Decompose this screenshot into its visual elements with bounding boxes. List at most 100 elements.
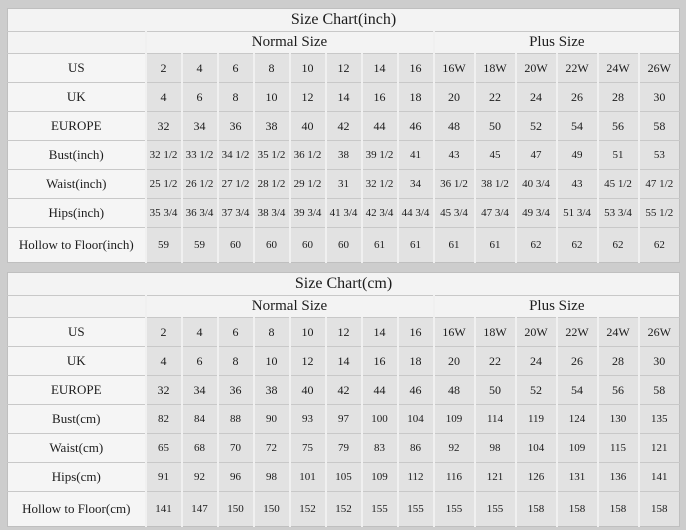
- value-cell: 14: [324, 82, 362, 112]
- row-label-cell: Hips(inch): [7, 198, 146, 228]
- value-cell: 135: [637, 404, 680, 434]
- value-cell: 4: [180, 53, 218, 83]
- value-cell: 49 3/4: [514, 198, 557, 228]
- header-spacer-cell: [7, 295, 146, 318]
- value-cell: 56: [596, 375, 639, 405]
- value-cell: 12: [288, 346, 326, 376]
- value-cell: 51 3/4: [555, 198, 598, 228]
- header-row: Normal Size Plus Size: [7, 31, 680, 54]
- value-cell: 109: [555, 433, 598, 463]
- value-cell: 119: [514, 404, 557, 434]
- row-label-cell: EUROPE: [7, 375, 146, 405]
- value-cell: 34 1/2: [216, 140, 254, 170]
- table-row: US 2 4 6 8 10 12 14 16 16W 18W 20W 22W 24W 26W: [7, 317, 680, 347]
- value-cell: 22W: [555, 317, 598, 347]
- value-cell: 52: [514, 375, 557, 405]
- value-cell: 112: [396, 462, 434, 492]
- value-cell: 24: [514, 82, 557, 112]
- value-cell: 8: [216, 346, 254, 376]
- value-cell: 136: [596, 462, 639, 492]
- value-cell: 42: [324, 375, 362, 405]
- size-chart-table: Size Chart(cm) Normal Size Plus Size US 2 4 6 8…: [7, 272, 681, 527]
- row-label-cell: US: [7, 53, 146, 83]
- value-cell: 6: [216, 53, 254, 83]
- value-cell: 40 3/4: [514, 169, 557, 199]
- table-row: EUROPE 32 34 36 38 40 42 44 46 48 50 52 54 56 58: [7, 111, 680, 141]
- value-cell: 34: [180, 111, 218, 141]
- value-cell: 18: [396, 346, 434, 376]
- value-cell: 33 1/2: [180, 140, 218, 170]
- row-label-cell: UK: [7, 82, 146, 112]
- value-cell: 42: [324, 111, 362, 141]
- table-row: Hollow to Floor(inch) 59 59 60 60 60 60 61 61 61 6…: [7, 227, 680, 263]
- value-cell: 16W: [432, 53, 475, 83]
- value-cell: 60: [252, 227, 290, 263]
- value-cell: 38: [252, 111, 290, 141]
- value-cell: 96: [216, 462, 254, 492]
- value-cell: 41: [396, 140, 434, 170]
- value-cell: 24W: [596, 317, 639, 347]
- value-cell: 141: [144, 491, 182, 527]
- row-label-cell: EUROPE: [7, 111, 146, 141]
- value-cell: 68: [180, 433, 218, 463]
- value-cell: 158: [637, 491, 680, 527]
- value-cell: 79: [324, 433, 362, 463]
- value-cell: 2: [144, 53, 182, 83]
- value-cell: 40: [288, 375, 326, 405]
- value-cell: 31: [324, 169, 362, 199]
- value-cell: 16W: [432, 317, 475, 347]
- value-cell: 116: [432, 462, 475, 492]
- value-cell: 4: [144, 346, 182, 376]
- value-cell: 41 3/4: [324, 198, 362, 228]
- value-cell: 55 1/2: [637, 198, 680, 228]
- value-cell: 150: [252, 491, 290, 527]
- value-cell: 121: [637, 433, 680, 463]
- value-cell: 92: [180, 462, 218, 492]
- value-cell: 39 3/4: [288, 198, 326, 228]
- table-row: UK 4 6 8 10 12 14 16 18 20 22 24 26 28 30: [7, 82, 680, 112]
- value-cell: 49: [555, 140, 598, 170]
- value-cell: 50: [473, 111, 516, 141]
- value-cell: 26W: [637, 317, 680, 347]
- value-cell: 45 1/2: [596, 169, 639, 199]
- title-row: Size Chart(cm): [7, 272, 680, 296]
- value-cell: 126: [514, 462, 557, 492]
- value-cell: 62: [514, 227, 557, 263]
- value-cell: 14: [360, 317, 398, 347]
- column-group-header-plus: Plus Size: [432, 295, 680, 318]
- table-row: Bust(inch) 32 1/2 33 1/2 34 1/2 35 1/2 36 1/2…: [7, 140, 680, 170]
- row-label-cell: UK: [7, 346, 146, 376]
- value-cell: 14: [360, 53, 398, 83]
- title-row: Size Chart(inch): [7, 8, 680, 32]
- header-spacer-cell: [7, 31, 146, 54]
- row-label-cell: Waist(inch): [7, 169, 146, 199]
- table-title: Size Chart(inch): [7, 8, 680, 32]
- row-label-cell: Hollow to Floor(inch): [7, 227, 146, 263]
- table-row: UK 4 6 8 10 12 14 16 18 20 22 24 26 28 30: [7, 346, 680, 376]
- value-cell: 47: [514, 140, 557, 170]
- value-cell: 26W: [637, 53, 680, 83]
- value-cell: 47 1/2: [637, 169, 680, 199]
- value-cell: 158: [514, 491, 557, 527]
- value-cell: 8: [252, 317, 290, 347]
- value-cell: 28: [596, 82, 639, 112]
- value-cell: 45: [473, 140, 516, 170]
- value-cell: 109: [432, 404, 475, 434]
- value-cell: 37 3/4: [216, 198, 254, 228]
- value-cell: 35 3/4: [144, 198, 182, 228]
- value-cell: 4: [144, 82, 182, 112]
- value-cell: 62: [637, 227, 680, 263]
- value-cell: 6: [180, 346, 218, 376]
- value-cell: 20: [432, 346, 475, 376]
- value-cell: 158: [596, 491, 639, 527]
- value-cell: 44: [360, 111, 398, 141]
- value-cell: 131: [555, 462, 598, 492]
- value-cell: 12: [324, 317, 362, 347]
- value-cell: 20W: [514, 53, 557, 83]
- value-cell: 105: [324, 462, 362, 492]
- value-cell: 104: [396, 404, 434, 434]
- value-cell: 155: [396, 491, 434, 527]
- size-chart-inch-table-container: Size Chart(inch) Normal Size Plus Size US 2 4…: [7, 8, 681, 263]
- value-cell: 104: [514, 433, 557, 463]
